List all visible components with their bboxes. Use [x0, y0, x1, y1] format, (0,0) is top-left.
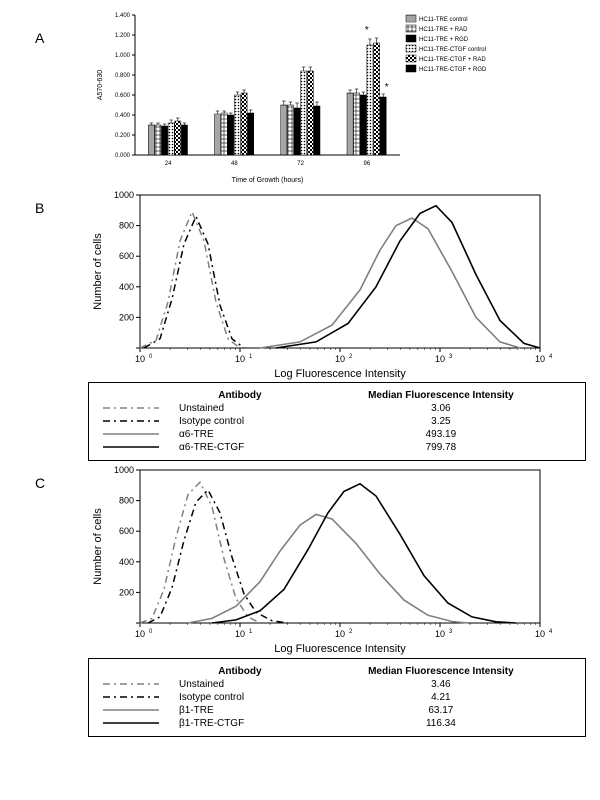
svg-text:0.000: 0.000: [115, 153, 131, 159]
svg-text:HC11-TRE + RGD: HC11-TRE + RGD: [419, 37, 469, 43]
svg-text:72: 72: [297, 161, 304, 167]
panel-b-chart: 200 400 600 800 1000 Number of cells 10 0 10 1 10 2…: [85, 185, 555, 380]
svg-text:*: *: [385, 82, 389, 93]
panel-c-label: C: [35, 475, 45, 491]
svg-text:1: 1: [249, 629, 253, 635]
svg-text:600: 600: [119, 251, 134, 261]
svg-text:10: 10: [335, 354, 345, 364]
svg-text:800: 800: [119, 221, 134, 231]
svg-text:96: 96: [364, 161, 371, 167]
svg-text:0.600: 0.600: [115, 93, 131, 99]
svg-text:HC11-TRE-CTGF + RAD: HC11-TRE-CTGF + RAD: [419, 57, 486, 63]
panel-a-chart: 0.000 0.200 0.400 0.600 0.800 1.000 1.200 1.400…: [90, 5, 540, 185]
svg-text:10: 10: [135, 629, 145, 639]
svg-text:24: 24: [165, 161, 172, 167]
svg-text:Log Fluorescence Intensity: Log Fluorescence Intensity: [274, 368, 406, 380]
svg-text:10: 10: [435, 354, 445, 364]
svg-text:1.000: 1.000: [115, 53, 131, 59]
svg-text:Time of Growth (hours): Time of Growth (hours): [232, 177, 304, 184]
svg-text:1.200: 1.200: [115, 33, 131, 39]
svg-text:48: 48: [231, 161, 238, 167]
panel-a-label: A: [35, 30, 44, 46]
svg-text:2: 2: [349, 629, 353, 635]
svg-text:400: 400: [119, 282, 134, 292]
svg-text:10: 10: [535, 629, 545, 639]
svg-text:1000: 1000: [114, 190, 134, 200]
svg-text:4: 4: [549, 354, 553, 360]
svg-text:HC11-TRE-CTGF + RGD: HC11-TRE-CTGF + RGD: [419, 67, 487, 73]
svg-text:10: 10: [235, 354, 245, 364]
panel-c-chart: 200 400 600 800 1000 Number of cells 10 0 10 1 10 2…: [85, 460, 555, 655]
svg-text:1000: 1000: [114, 465, 134, 475]
svg-text:Number of cells: Number of cells: [92, 508, 104, 585]
svg-text:3: 3: [449, 629, 453, 635]
svg-text:10: 10: [135, 354, 145, 364]
svg-text:1: 1: [249, 354, 253, 360]
svg-text:600: 600: [119, 526, 134, 536]
svg-text:1.400: 1.400: [115, 13, 131, 19]
panel-c-legend: AntibodyMedian Fluorescence IntensityUns…: [88, 658, 586, 737]
svg-text:HC11-TRE control: HC11-TRE control: [419, 17, 468, 23]
panel-b-label: B: [35, 200, 44, 216]
svg-text:10: 10: [435, 629, 445, 639]
svg-text:10: 10: [535, 354, 545, 364]
panel-b-legend: AntibodyMedian Fluorescence IntensityUns…: [88, 382, 586, 461]
svg-text:0: 0: [149, 629, 153, 635]
svg-text:0.200: 0.200: [115, 133, 131, 139]
svg-text:*: *: [365, 25, 369, 36]
svg-text:200: 200: [119, 312, 134, 322]
svg-text:2: 2: [349, 354, 353, 360]
svg-text:0.800: 0.800: [115, 73, 131, 79]
svg-text:Log Fluorescence Intensity: Log Fluorescence Intensity: [274, 643, 406, 655]
svg-text:HC11-TRE + RAD: HC11-TRE + RAD: [419, 27, 468, 33]
svg-text:800: 800: [119, 496, 134, 506]
svg-text:400: 400: [119, 557, 134, 567]
svg-text:0: 0: [149, 354, 153, 360]
svg-text:10: 10: [235, 629, 245, 639]
svg-text:200: 200: [119, 587, 134, 597]
svg-text:4: 4: [549, 629, 553, 635]
svg-text:10: 10: [335, 629, 345, 639]
svg-text:0.400: 0.400: [115, 113, 131, 119]
svg-text:HC11-TRE-CTGF control: HC11-TRE-CTGF control: [419, 47, 486, 53]
svg-text:3: 3: [449, 354, 453, 360]
svg-text:A570-630: A570-630: [97, 70, 104, 100]
svg-text:Number of cells: Number of cells: [92, 233, 104, 310]
